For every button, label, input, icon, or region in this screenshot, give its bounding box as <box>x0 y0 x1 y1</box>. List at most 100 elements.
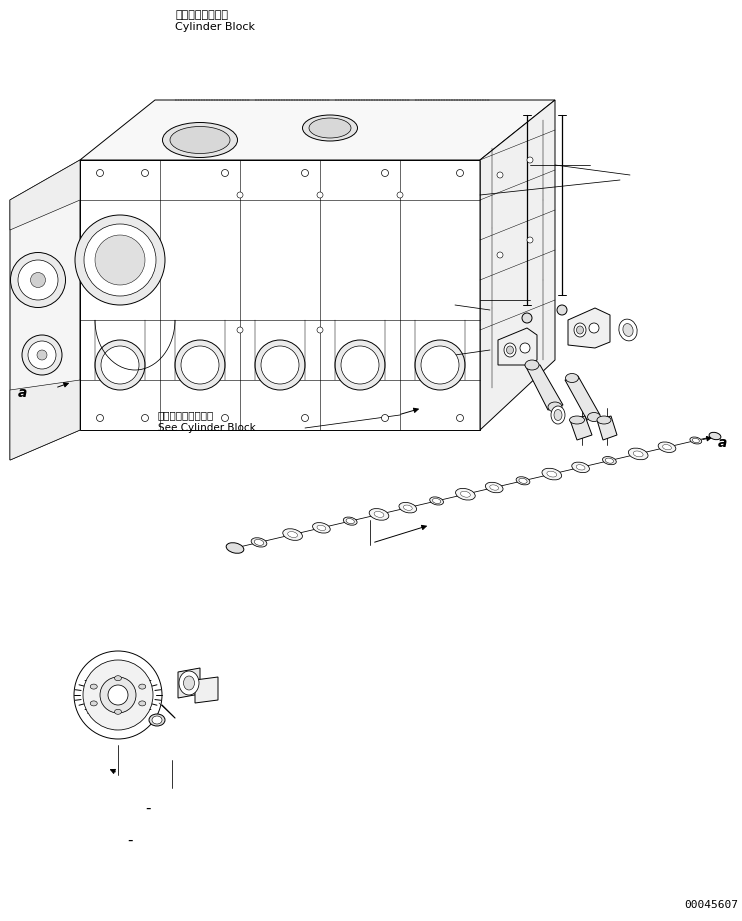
Ellipse shape <box>547 472 556 477</box>
Ellipse shape <box>692 438 700 443</box>
Ellipse shape <box>175 340 225 390</box>
Ellipse shape <box>226 542 244 554</box>
Ellipse shape <box>10 252 65 308</box>
Ellipse shape <box>527 157 533 163</box>
Ellipse shape <box>91 684 97 689</box>
Ellipse shape <box>114 676 122 681</box>
Ellipse shape <box>628 449 648 460</box>
Ellipse shape <box>519 478 527 484</box>
Ellipse shape <box>430 497 444 505</box>
Ellipse shape <box>456 414 464 422</box>
Ellipse shape <box>433 498 441 504</box>
Ellipse shape <box>574 323 586 337</box>
Ellipse shape <box>95 340 145 390</box>
Ellipse shape <box>565 374 579 382</box>
Text: See Cylinder Block: See Cylinder Block <box>158 423 256 433</box>
Ellipse shape <box>96 169 103 177</box>
Ellipse shape <box>261 346 299 384</box>
Text: Cylinder Block: Cylinder Block <box>175 22 255 32</box>
Polygon shape <box>10 160 80 460</box>
Ellipse shape <box>309 118 351 138</box>
Ellipse shape <box>344 517 357 525</box>
Polygon shape <box>498 328 537 365</box>
Polygon shape <box>525 365 563 410</box>
Ellipse shape <box>461 491 470 497</box>
Polygon shape <box>178 668 200 698</box>
Ellipse shape <box>597 416 611 424</box>
Text: a: a <box>718 436 727 450</box>
Ellipse shape <box>317 327 323 333</box>
Ellipse shape <box>301 414 309 422</box>
Ellipse shape <box>255 340 305 390</box>
Ellipse shape <box>603 457 617 465</box>
Ellipse shape <box>404 505 413 510</box>
Ellipse shape <box>415 340 465 390</box>
Polygon shape <box>480 100 555 430</box>
Ellipse shape <box>341 346 379 384</box>
Ellipse shape <box>108 685 128 705</box>
Ellipse shape <box>516 477 530 484</box>
Ellipse shape <box>456 488 475 500</box>
Polygon shape <box>80 160 480 430</box>
Ellipse shape <box>577 326 583 334</box>
Ellipse shape <box>139 684 145 689</box>
Ellipse shape <box>22 335 62 375</box>
Ellipse shape <box>619 319 637 341</box>
Ellipse shape <box>183 676 194 690</box>
Ellipse shape <box>497 172 503 178</box>
Polygon shape <box>195 677 218 703</box>
Ellipse shape <box>690 437 702 444</box>
Ellipse shape <box>114 709 122 715</box>
Polygon shape <box>597 416 617 440</box>
Ellipse shape <box>222 169 229 177</box>
Ellipse shape <box>658 442 676 452</box>
Ellipse shape <box>421 346 459 384</box>
Ellipse shape <box>542 468 562 480</box>
Ellipse shape <box>74 651 162 739</box>
Ellipse shape <box>623 323 633 336</box>
Ellipse shape <box>554 410 562 421</box>
Ellipse shape <box>101 346 139 384</box>
Ellipse shape <box>142 169 148 177</box>
Ellipse shape <box>557 305 567 315</box>
Ellipse shape <box>370 508 389 520</box>
Ellipse shape <box>317 192 323 198</box>
Ellipse shape <box>139 701 145 705</box>
Ellipse shape <box>490 484 499 490</box>
Ellipse shape <box>577 465 585 470</box>
Ellipse shape <box>181 346 219 384</box>
Ellipse shape <box>152 716 162 724</box>
Ellipse shape <box>335 340 385 390</box>
Ellipse shape <box>84 224 156 296</box>
Ellipse shape <box>399 503 417 513</box>
Ellipse shape <box>548 402 562 412</box>
Ellipse shape <box>303 115 358 141</box>
Ellipse shape <box>456 169 464 177</box>
Ellipse shape <box>605 458 614 463</box>
Ellipse shape <box>346 519 355 524</box>
Ellipse shape <box>179 671 199 695</box>
Ellipse shape <box>83 660 153 730</box>
Polygon shape <box>10 160 80 230</box>
Ellipse shape <box>170 126 230 154</box>
Ellipse shape <box>96 414 103 422</box>
Ellipse shape <box>100 677 136 713</box>
Ellipse shape <box>222 414 229 422</box>
Ellipse shape <box>381 169 389 177</box>
Ellipse shape <box>570 416 585 424</box>
Ellipse shape <box>551 406 565 424</box>
Polygon shape <box>10 380 80 460</box>
Ellipse shape <box>255 540 263 545</box>
Text: -: - <box>127 833 133 847</box>
Ellipse shape <box>317 525 326 530</box>
Ellipse shape <box>37 350 47 360</box>
Ellipse shape <box>28 341 56 369</box>
Ellipse shape <box>283 529 303 541</box>
Polygon shape <box>568 308 610 348</box>
Ellipse shape <box>91 701 97 705</box>
Ellipse shape <box>30 273 45 287</box>
Ellipse shape <box>633 451 643 457</box>
Ellipse shape <box>18 260 58 300</box>
Text: シリンダブロック: シリンダブロック <box>175 10 228 20</box>
Ellipse shape <box>507 346 513 354</box>
